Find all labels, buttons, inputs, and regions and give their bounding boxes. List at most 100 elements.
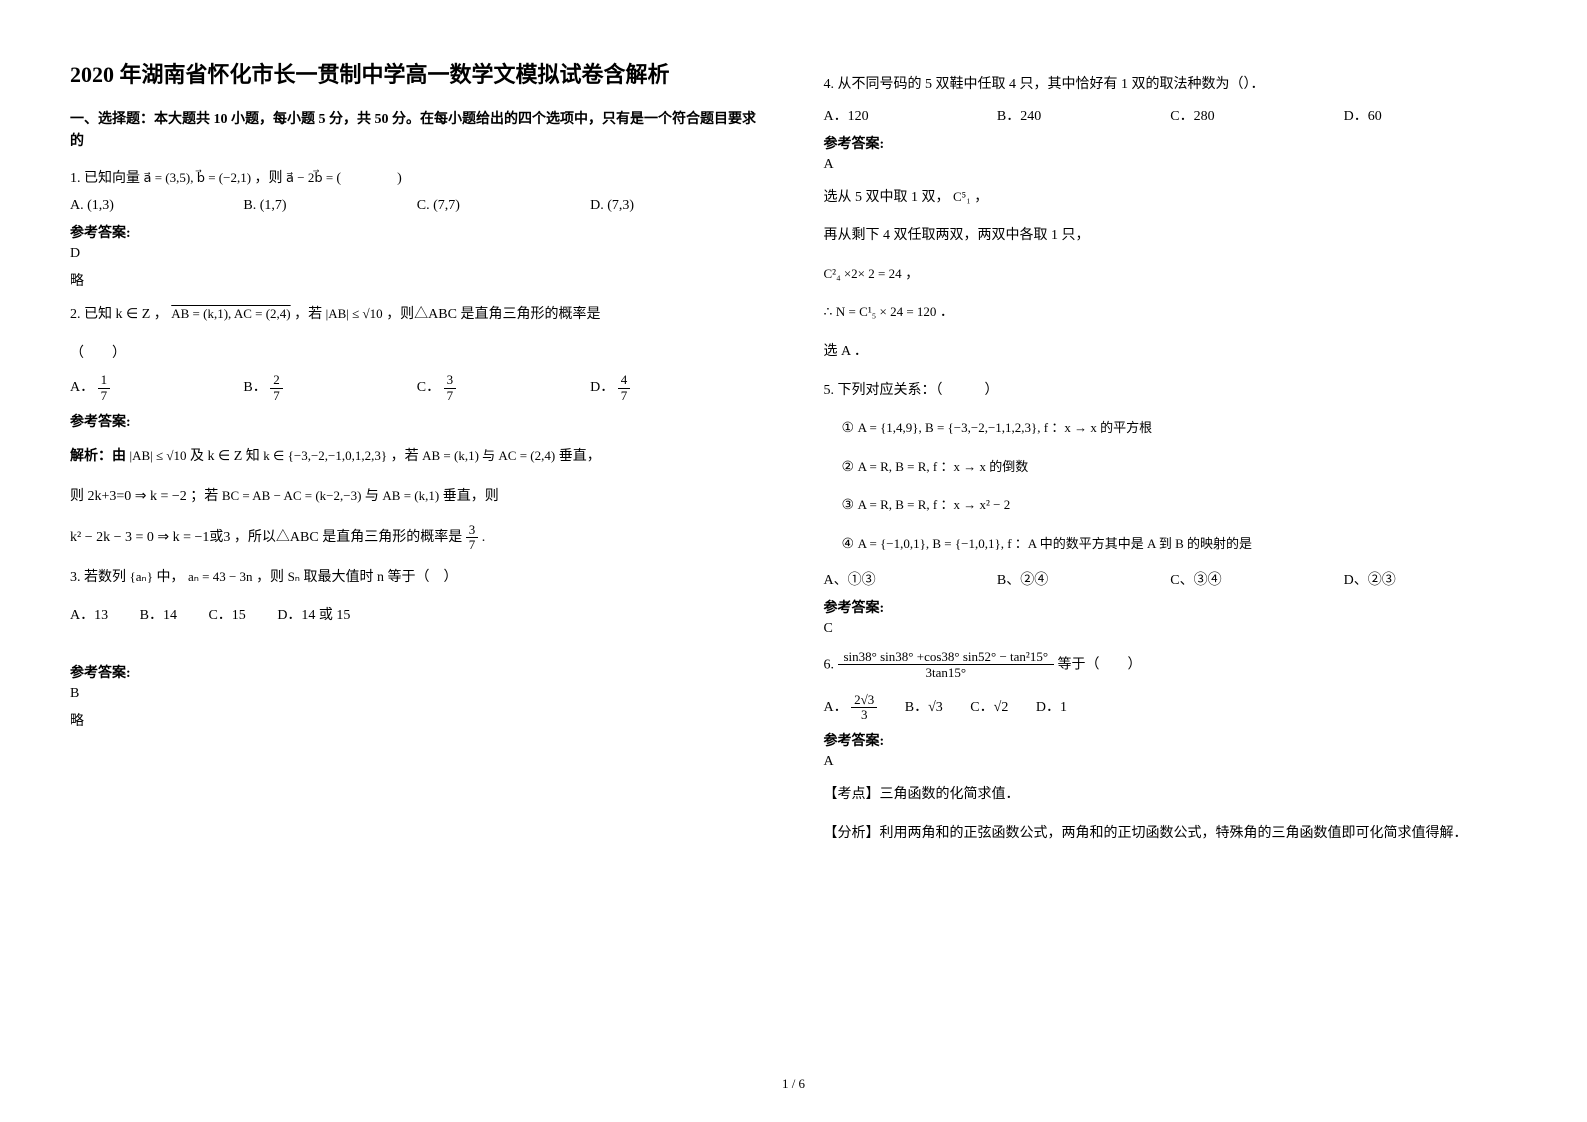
q1-answer: D [70, 246, 764, 262]
q4-l4a: ∴ [824, 305, 836, 320]
q2-exp-vec: AB = (k,1) 与 AC = (2,4) [422, 448, 555, 463]
q6-opt-a-lab: A． [824, 700, 848, 715]
q3-stem-b: 中， [156, 570, 184, 585]
q1-opt-d: D. (7,3) [590, 198, 763, 214]
q2-exp-d: 垂直， [559, 449, 601, 464]
q2-explain-1: 解析：由 |AB| ≤ √10 及 k ∈ Z 知 k ∈ {−3,−2,−1,… [70, 443, 764, 471]
q3-stem-d: 取最大值时 n 等于（ ） [303, 570, 457, 585]
q4-l3: C²₄ ×2× 2 = 24 [824, 266, 902, 281]
q2-opt-b-lab: B． [243, 380, 266, 395]
q6-opt-d: D．1 [1036, 700, 1067, 715]
q2-exp-l2c: 垂直，则 [443, 489, 499, 504]
q6-kaodian: 【考点】三角函数的化简求值． [824, 782, 1518, 809]
q5-answer: C [824, 621, 1518, 637]
q2-stem-c: ，则△ABC 是直角三角形的概率是 [386, 307, 600, 322]
q2-ab: AB = (k,1), AC = (2,4) [171, 306, 290, 321]
q5-i4a: ④ [842, 537, 858, 552]
q2-opt-a-lab: A． [70, 380, 94, 395]
exam-title: 2020 年湖南省怀化市长一贯制中学高一数学文模拟试卷含解析 [70, 60, 764, 91]
q2-exp-a: 解析：由 [70, 449, 126, 464]
q2-opt-a-frac: 17 [98, 373, 111, 403]
q2-explain-3: k² − 2k − 3 = 0 ⇒ k = −1或3 ，所以△ABC 是直角三角… [70, 523, 764, 553]
q2-d-den: 7 [618, 389, 631, 403]
q2-a-num: 1 [98, 373, 111, 388]
q2-d-num: 4 [618, 373, 631, 388]
q4-options: A．120 B．240 C．280 D．60 [824, 105, 1518, 125]
q1-stem-post: ( ) [336, 171, 401, 186]
q3-opt-c: C．15 [208, 608, 245, 623]
q4-l1-txt: 选从 5 双中取 1 双， [824, 190, 950, 205]
q2-exp-d: 7 [466, 538, 479, 552]
q4-opt-b: B．240 [997, 105, 1170, 125]
q5-opt-a: A、①③ [824, 569, 997, 589]
q5-opt-b: B、②④ [997, 569, 1170, 589]
q2-a-den: 7 [98, 389, 111, 403]
q6-a-den: 3 [851, 708, 877, 722]
q2-exp-n: 3 [466, 523, 479, 538]
q2-stem-a: 2. 已知 k ∈ Z ， [70, 307, 168, 322]
q5-i2b: A = R, B = R, f ：x → x 的倒数 [858, 459, 1029, 474]
q3-note: 略 [70, 710, 764, 730]
q6-opt-a-frac: 2√33 [851, 693, 877, 723]
q2-exp-cond: |AB| ≤ √10 [130, 448, 187, 463]
q2-exp-c: ，若 [391, 449, 423, 464]
page-number: 1 / 6 [0, 1076, 1587, 1092]
q6-lead: 6. [824, 657, 835, 672]
q6-fenxi: 【分析】利用两角和的正弦函数公式，两角和的正切函数公式，特殊角的三角函数值即可化… [824, 821, 1518, 848]
q2-exp-ab2: AB = (k,1) [382, 488, 439, 503]
q2-opt-d-frac: 47 [618, 373, 631, 403]
q4-comma1: ， [974, 190, 988, 205]
q3-opt-a: A．13 [70, 608, 108, 623]
q1-vectors: a⃗ = (3,5), b⃗ = (−2,1) [144, 170, 252, 185]
q6-opt-c: C．√2 [970, 700, 1008, 715]
q2-options: A． 17 B． 27 C． 37 D． 47 [70, 373, 764, 403]
question-1: 1. 已知向量 a⃗ = (3,5), b⃗ = (−2,1) ，则 a⃗ − … [70, 166, 764, 193]
q5-opt-d: D、②③ [1344, 569, 1517, 589]
q4-opt-a: A．120 [824, 105, 997, 125]
q1-stem-mid: ，则 [255, 171, 283, 186]
q6-tail: 等于（ ） [1058, 657, 1142, 672]
question-5: 5. 下列对应关系：（ ） [824, 378, 1518, 405]
q3-ans-label: 参考答案: [70, 662, 764, 682]
q3-stem-c: ，则 [256, 570, 288, 585]
q6-frac: sin38° sin38° +cos38° sin52° − tan²15° 3… [838, 649, 1055, 681]
q2-opt-a: A． 17 [70, 373, 243, 403]
q4-answer: A [824, 157, 1518, 173]
q2-opt-b: B． 27 [243, 373, 416, 403]
q2-ans-label: 参考答案: [70, 411, 764, 431]
q2-opt-c-lab: C． [417, 380, 440, 395]
q1-note: 略 [70, 270, 764, 290]
q1-ans-label: 参考答案: [70, 222, 764, 242]
q4-opt-d: D．60 [1344, 105, 1517, 125]
question-6: 6. sin38° sin38° +cos38° sin52° − tan²15… [824, 649, 1518, 681]
q5-i2a: ② [842, 460, 858, 475]
q3-opt-d: D．14 或 15 [277, 608, 350, 623]
q6-opt-b: B．√3 [905, 700, 943, 715]
q2-c-num: 3 [444, 373, 457, 388]
q5-i1a: ① [842, 421, 858, 436]
q5-ans-label: 参考答案: [824, 597, 1518, 617]
q4-c1: C⁵₁ [953, 189, 971, 204]
q2-exp-end: . [482, 530, 486, 545]
q3-opt-b: B．14 [140, 608, 177, 623]
q4-l5: 选 A ． [824, 339, 1518, 366]
question-4: 4. 从不同号码的 5 双鞋中任取 4 只，其中恰好有 1 双的取法种数为（）． [824, 72, 1518, 99]
q5-item-1: ① A = {1,4,9}, B = {−3,−2,−1,1,2,3}, f ：… [842, 416, 1518, 443]
q6-den: 3tan15° [838, 665, 1055, 681]
q2-cond: |AB| ≤ √10 [326, 306, 383, 321]
q5-options: A、①③ B、②④ C、③④ D、②③ [824, 569, 1518, 589]
q3-stem-a: 3. 若数列 [70, 570, 126, 585]
q6-opt-a: A． 2√33 [824, 700, 881, 715]
section-1-heading: 一、选择题：本大题共 10 小题，每小题 5 分，共 50 分。在每小题给出的四… [70, 109, 764, 154]
q5-opt-c: C、③④ [1170, 569, 1343, 589]
q6-options: A． 2√33 B．√3 C．√2 D．1 [824, 693, 1518, 723]
q5-i3a: ③ [842, 498, 858, 513]
q4-opt-c: C．280 [1170, 105, 1343, 125]
q2-b-num: 2 [270, 373, 283, 388]
q5-i1b: A = {1,4,9}, B = {−3,−2,−1,1,2,3}, f ：x … [858, 420, 1153, 435]
q4-l4-row: ∴ N = C¹₅ × 24 = 120 ． [824, 300, 1518, 327]
q6-answer: A [824, 754, 1518, 770]
q2-opt-c-frac: 37 [444, 373, 457, 403]
q2-opt-c: C． 37 [417, 373, 590, 403]
q2-paren: （ ） [70, 341, 764, 368]
